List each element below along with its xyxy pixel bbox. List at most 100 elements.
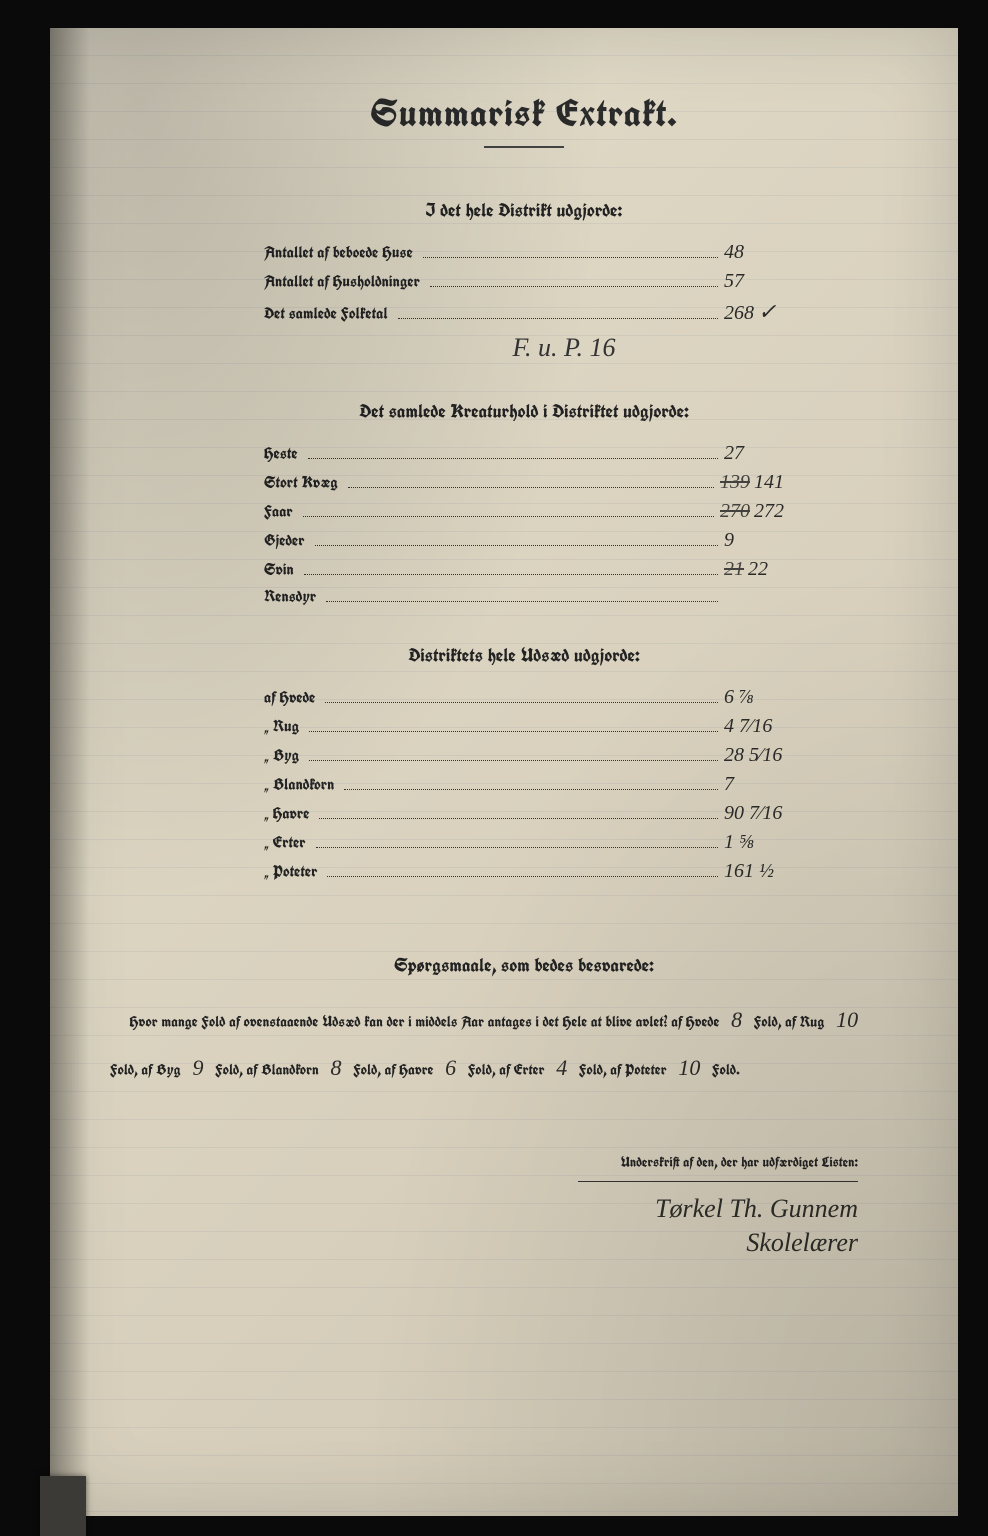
label: „ Rug (264, 717, 299, 737)
dot-leader (430, 286, 718, 287)
value: 9 (724, 529, 784, 552)
dot-leader (309, 731, 718, 732)
dot-leader (348, 487, 714, 488)
row-houses: Antallet af beboede Huse 48 (264, 241, 784, 264)
q-unit: Fold, (215, 1061, 243, 1080)
label: „ Blandkorn (264, 775, 334, 795)
dot-leader (309, 760, 718, 761)
label: Heste (264, 444, 298, 464)
dot-leader (316, 847, 718, 848)
row-pigs: Svin 2122 (264, 558, 784, 581)
scan-frame: Summarisk Extrakt. I det hele Distrikt u… (0, 0, 988, 1536)
dot-leader (303, 516, 714, 517)
q-value: 6 (437, 1055, 464, 1080)
row-rye: „ Rug 4 7⁄16 (264, 715, 784, 738)
section2-heading: Det samlede Kreaturhold i Distriktet udg… (150, 399, 898, 424)
row-potatoes: „ Poteter 161 ½ (264, 860, 784, 883)
label: „ Byg (264, 746, 299, 766)
value: 1 ⅝ (724, 831, 784, 854)
questions-heading: Spørgsmaale, som bedes besvarede: (150, 953, 898, 978)
value: 27 (724, 442, 784, 465)
signature-label: Underskrift af den, der har udfærdiget L… (150, 1153, 858, 1171)
dot-leader (308, 458, 718, 459)
q-label: af Havre (385, 1061, 434, 1080)
row-population: Det samlede Folketal 268✓ (264, 299, 784, 325)
ledger-page: Summarisk Extrakt. I det hele Distrikt u… (50, 28, 958, 1516)
row-cattle: Stort Kvæg 139141 (264, 471, 784, 494)
label: „ Erter (264, 833, 306, 853)
value: 2122 (724, 558, 784, 581)
label: Faar (264, 502, 293, 522)
label: Antallet af Husholdninger (264, 272, 420, 292)
value: 268✓ (724, 299, 784, 325)
value: 4 7⁄16 (724, 715, 784, 738)
value: 270272 (720, 500, 784, 523)
q-unit: Fold, (353, 1061, 381, 1080)
check-mark: ✓ (758, 299, 776, 324)
label: af Hvede (264, 688, 315, 708)
row-peas: „ Erter 1 ⅝ (264, 831, 784, 854)
spine-shadow (50, 28, 90, 1516)
value: 7 (724, 773, 784, 796)
row-sheep: Faar 270272 (264, 500, 784, 523)
section3-rows: af Hvede 6 ⅞ „ Rug 4 7⁄16 „ Byg 28 5⁄16 … (264, 686, 784, 883)
q-value: 4 (548, 1055, 575, 1080)
value: 6 ⅞ (724, 686, 784, 709)
value: 90 7⁄16 (724, 802, 784, 825)
value-text: 272 (754, 500, 784, 522)
label: Rensdyr (264, 587, 316, 607)
dot-leader (319, 818, 718, 819)
section3-heading: Distriktets hele Udsæd udgjorde: (150, 643, 898, 668)
q-part-potatoes: af Poteter 10 Fold. (610, 1061, 739, 1080)
q-value: 8 (323, 1055, 350, 1080)
q-label: af Poteter (610, 1061, 666, 1080)
label: Stort Kvæg (264, 473, 338, 493)
q-part-wheat: af Hvede 8 Fold, (671, 1013, 785, 1032)
label: Antallet af beboede Huse (264, 243, 413, 263)
section1-rows: Antallet af beboede Huse 48 Antallet af … (264, 241, 784, 325)
row-reindeer: Rensdyr (264, 587, 784, 607)
signature-block: Underskrift af den, der har udfærdiget L… (150, 1153, 898, 1260)
q-value: 8 (723, 1007, 750, 1032)
row-wheat: af Hvede 6 ⅞ (264, 686, 784, 709)
dot-leader (423, 257, 718, 258)
signature-title: Skolelærer (150, 1226, 858, 1260)
row-households: Antallet af Husholdninger 57 (264, 270, 784, 293)
q-value: 10 (670, 1055, 708, 1080)
label: „ Poteter (264, 862, 317, 882)
q-part-oats: af Havre 6 Fold, (385, 1061, 500, 1080)
dot-leader (327, 876, 718, 877)
q-part-peas: af Erter 4 Fold, (499, 1061, 610, 1080)
q-unit: Fold, (110, 1061, 138, 1080)
strike-value: 21 (724, 558, 744, 580)
q-unit: Fold. (712, 1061, 740, 1080)
questions-paragraph: Hvor mange Fold af ovenstaaende Udsæd ka… (110, 996, 888, 1093)
row-barley: „ Byg 28 5⁄16 (264, 744, 784, 767)
value: 28 5⁄16 (724, 744, 784, 767)
dot-leader (398, 318, 718, 319)
signature-name: Tørkel Th. Gunnem (150, 1192, 858, 1226)
strike-value: 139 (720, 471, 750, 493)
value-text: 268 (724, 302, 754, 324)
q-label: af Hvede (671, 1013, 719, 1032)
q-intro: Hvor mange Fold af ovenstaaende Udsæd ka… (130, 1013, 668, 1032)
page-tab (40, 1476, 86, 1536)
row-mixed: „ Blandkorn 7 (264, 773, 784, 796)
q-label: af Blandkorn (247, 1061, 319, 1080)
page-title: Summarisk Extrakt. (150, 88, 898, 138)
value: 48 (724, 241, 784, 264)
dot-leader (344, 789, 718, 790)
q-label: af Erter (499, 1061, 544, 1080)
section2-rows: Heste 27 Stort Kvæg 139141 Faar 270272 G… (264, 442, 784, 607)
annotation-fup: F. u. P. 16 (230, 333, 898, 363)
q-label: af Rug (785, 1013, 824, 1032)
row-horses: Heste 27 (264, 442, 784, 465)
questions-section: Spørgsmaale, som bedes besvarede: Hvor m… (150, 953, 898, 1093)
label: Det samlede Folketal (264, 304, 388, 324)
label: „ Havre (264, 804, 309, 824)
q-value: 10 (828, 1007, 866, 1032)
title-rule (484, 146, 564, 148)
q-value: 9 (184, 1055, 211, 1080)
value-text: 22 (748, 558, 768, 580)
label: Svin (264, 560, 294, 580)
